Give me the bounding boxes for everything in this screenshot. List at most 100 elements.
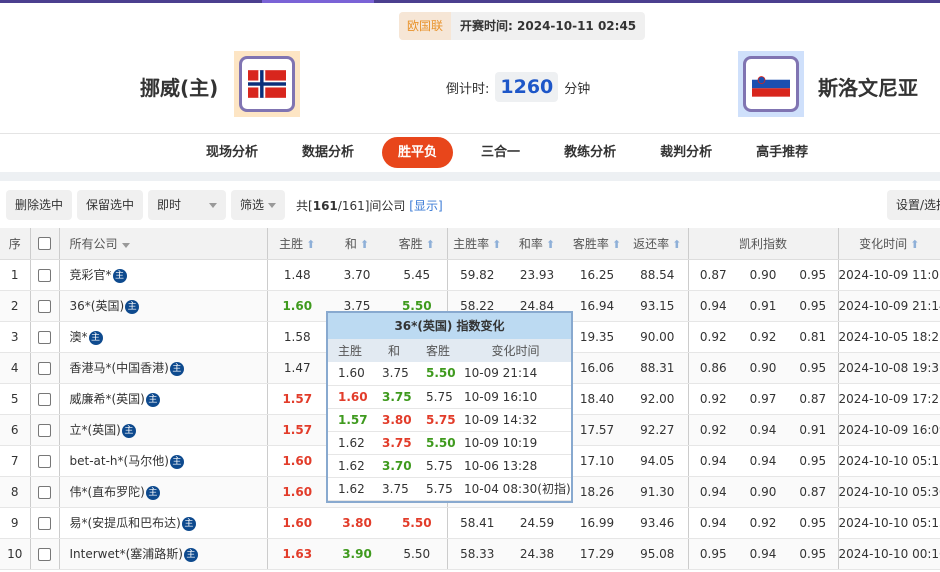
row-checkbox[interactable] [29,507,59,539]
row-checkbox[interactable] [29,476,59,508]
row-checkbox[interactable] [29,290,59,322]
delete-selected-button[interactable]: 删除选中 [6,190,73,220]
tab-3[interactable]: 三合一 [481,145,521,160]
tooltip-time: 10-09 21:14 [460,362,571,386]
away-rate: 18.40 [567,383,627,415]
tab-0[interactable]: 现场分析 [206,145,259,160]
home-odds[interactable]: 1.48 [266,259,327,291]
company-name[interactable]: 威廉希*(英国) 主 [58,383,267,415]
home-odds[interactable]: 1.58 [266,321,327,353]
table-row[interactable]: 1 竞彩官* 主 1.48 3.70 5.45 59.82 23.93 16.25… [0,259,940,291]
tooltip-draw: 3.75 [372,385,416,409]
row-no: 8 [0,476,30,508]
row-checkbox[interactable] [29,321,59,353]
row-no: 2 [0,290,30,322]
tooltip-time: 10-09 14:32 [460,408,571,432]
tab-6[interactable]: 高手推荐 [756,145,809,160]
company-name[interactable]: 易*(安提瓜和巴布达) 主 [58,507,267,539]
chevron-down-icon [121,242,130,248]
return-rate: 95.08 [627,538,688,570]
col-home[interactable]: 主胜 ⬆ [266,228,327,260]
table-row[interactable]: 10 Interwet*(塞浦路斯) 主 1.63 3.90 5.50 58.33… [0,538,940,570]
home-odds[interactable]: 1.60 [266,476,327,508]
kelly-home: 0.94 [687,290,738,322]
away-odds[interactable]: 5.50 [387,538,447,570]
tab-4[interactable]: 教练分析 [564,145,617,160]
draw-odds[interactable]: 3.80 [327,507,387,539]
col-draw[interactable]: 和 ⬆ [327,228,387,260]
show-link[interactable]: [显示] [409,198,443,213]
col-draw-rate[interactable]: 和率 ⬆ [507,228,567,260]
select-all-checkbox[interactable] [29,228,59,260]
tooltip-draw: 3.75 [372,431,416,455]
draw-rate: 24.59 [507,507,567,539]
section-divider [0,172,940,181]
home-team-flag[interactable] [234,51,300,117]
home-rate: 59.82 [446,259,507,291]
away-odds[interactable]: 5.45 [387,259,447,291]
company-name[interactable]: Interwet*(塞浦路斯) 主 [58,538,267,570]
away-team-name[interactable]: 斯洛文尼亚 [818,76,918,100]
company-name[interactable]: 立*(英国) 主 [58,414,267,446]
draw-rate: 23.93 [507,259,567,291]
main-badge-icon: 主 [169,361,184,376]
company-name[interactable]: 竞彩官* 主 [58,259,267,291]
sort-up-icon: ⬆ [611,237,622,251]
change-time: 2024-10-09 11:01 [837,259,940,291]
kelly-away: 0.95 [788,259,839,291]
home-odds[interactable]: 1.63 [266,538,327,570]
kelly-home: 0.87 [687,259,738,291]
league-name[interactable]: 欧国联 [399,12,452,40]
tooltip-away: 5.75 [416,385,460,409]
home-team-name[interactable]: 挪威(主) [140,76,219,100]
row-checkbox[interactable] [29,259,59,291]
table-row[interactable]: 9 易*(安提瓜和巴布达) 主 1.60 3.80 5.50 58.41 24.5… [0,507,940,539]
filter-select[interactable]: 筛选 [231,190,286,220]
row-checkbox[interactable] [29,538,59,570]
away-rate: 16.25 [567,259,627,291]
change-time: 2024-10-08 19:31 [837,352,940,384]
col-time[interactable]: 变化时间 ⬆ [837,228,940,260]
draw-odds[interactable]: 3.90 [327,538,387,570]
mode-value: 即时 [157,198,182,212]
col-return-rate[interactable]: 返还率 ⬆ [627,228,688,260]
kelly-home: 0.86 [687,352,738,384]
away-team-flag[interactable] [738,51,804,117]
tab-2[interactable]: 胜平负 [382,137,454,168]
home-odds[interactable]: 1.60 [266,290,327,322]
row-checkbox[interactable] [29,414,59,446]
col-no: 序 [0,228,30,260]
row-checkbox[interactable] [29,445,59,477]
col-away-rate[interactable]: 客胜率 ⬆ [567,228,627,260]
home-odds[interactable]: 1.60 [266,445,327,477]
company-name[interactable]: 36*(英国) 主 [58,290,267,322]
home-odds[interactable]: 1.47 [266,352,327,384]
settings-button[interactable]: 设置/选择 [887,190,940,220]
draw-odds[interactable]: 3.70 [327,259,387,291]
away-rate: 16.94 [567,290,627,322]
change-time: 2024-10-09 17:21 [837,383,940,415]
company-name[interactable]: 香港马*(中国香港) 主 [58,352,267,384]
keep-selected-button[interactable]: 保留选中 [77,190,144,220]
col-away[interactable]: 客胜 ⬆ [387,228,447,260]
company-name[interactable]: 伟*(直布罗陀) 主 [58,476,267,508]
home-odds[interactable]: 1.57 [266,414,327,446]
row-checkbox[interactable] [29,352,59,384]
col-company[interactable]: 所有公司 [58,228,267,260]
tab-1[interactable]: 数据分析 [302,145,355,160]
kelly-draw: 0.94 [738,445,788,477]
home-odds[interactable]: 1.60 [266,507,327,539]
away-odds[interactable]: 5.50 [387,507,447,539]
kelly-away: 0.91 [788,414,839,446]
row-checkbox[interactable] [29,383,59,415]
home-odds[interactable]: 1.57 [266,383,327,415]
return-rate: 88.54 [627,259,688,291]
company-name[interactable]: bet-at-h*(马尔他) 主 [58,445,267,477]
mode-select[interactable]: 即时 [148,190,227,220]
sort-up-icon: ⬆ [306,237,316,251]
company-name[interactable]: 澳* 主 [58,321,267,353]
col-home-rate[interactable]: 主胜率 ⬆ [446,228,507,260]
tab-5[interactable]: 裁判分析 [660,145,713,160]
row-no: 5 [0,383,30,415]
table-row[interactable]: 8 伟*(直布罗陀) 主 1.60 18.26 91.30 0.94 0.90 0… [0,476,940,508]
